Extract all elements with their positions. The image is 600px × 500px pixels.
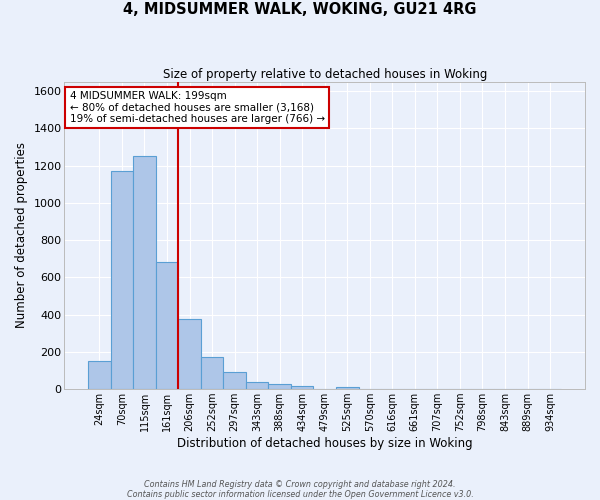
Bar <box>223 372 246 389</box>
Y-axis label: Number of detached properties: Number of detached properties <box>15 142 28 328</box>
Title: Size of property relative to detached houses in Woking: Size of property relative to detached ho… <box>163 68 487 80</box>
Bar <box>88 361 110 389</box>
Bar <box>156 262 178 389</box>
X-axis label: Distribution of detached houses by size in Woking: Distribution of detached houses by size … <box>177 437 473 450</box>
Bar <box>246 382 268 389</box>
Text: 4, MIDSUMMER WALK, WOKING, GU21 4RG: 4, MIDSUMMER WALK, WOKING, GU21 4RG <box>123 2 477 18</box>
Bar <box>201 358 223 389</box>
Bar <box>110 171 133 389</box>
Bar <box>133 156 156 389</box>
Bar <box>336 386 359 389</box>
Text: 4 MIDSUMMER WALK: 199sqm
← 80% of detached houses are smaller (3,168)
19% of sem: 4 MIDSUMMER WALK: 199sqm ← 80% of detach… <box>70 91 325 124</box>
Bar <box>268 384 291 389</box>
Bar <box>178 320 201 389</box>
Text: Contains HM Land Registry data © Crown copyright and database right 2024.
Contai: Contains HM Land Registry data © Crown c… <box>127 480 473 499</box>
Bar <box>291 386 313 389</box>
